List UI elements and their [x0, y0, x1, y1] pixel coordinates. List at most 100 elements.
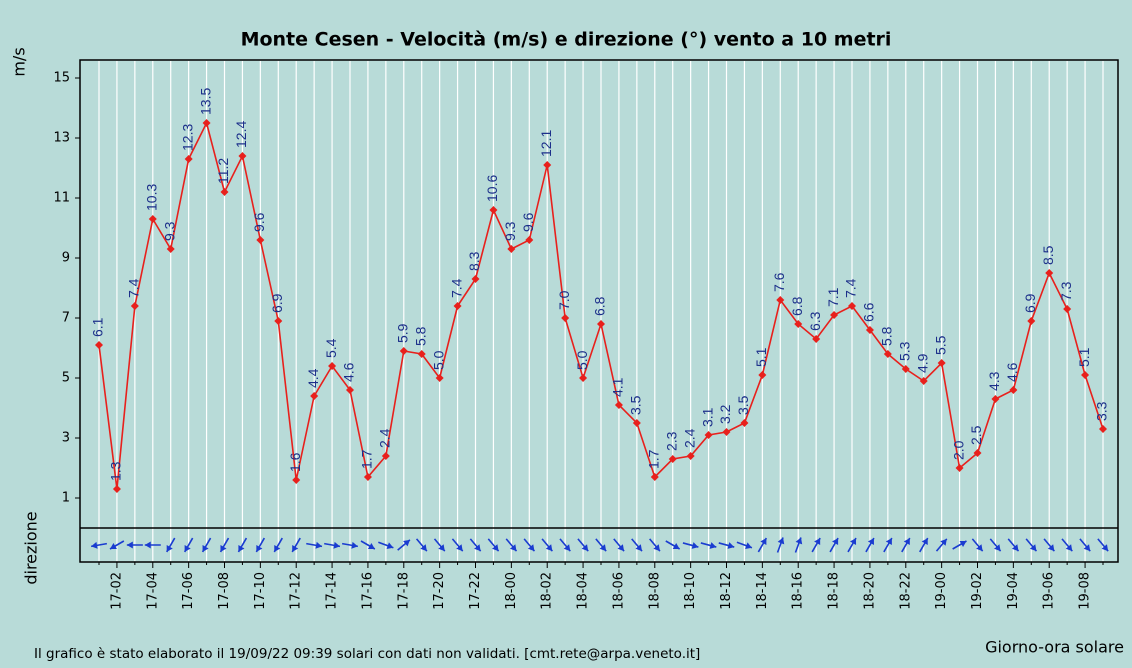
- value-label: 10.6: [484, 175, 500, 202]
- point: [274, 317, 283, 325]
- arrow-head: [745, 542, 752, 549]
- point: [686, 452, 695, 460]
- arrow-head: [1101, 544, 1109, 552]
- arrow-head: [691, 542, 699, 549]
- arrow-head: [959, 540, 967, 548]
- arrow-head: [220, 544, 227, 552]
- value-label: 5.0: [574, 350, 590, 370]
- arrow-head: [653, 544, 660, 552]
- point: [238, 152, 247, 160]
- x-tick-label: 18-04: [576, 572, 591, 610]
- value-label: 6.3: [807, 311, 823, 331]
- chart-title: Monte Cesen - Velocità (m/s) e direzione…: [241, 29, 892, 51]
- arrow-head: [1065, 544, 1073, 552]
- value-label: 5.1: [1076, 347, 1092, 367]
- x-tick-label: 19-04: [1006, 572, 1021, 610]
- point: [489, 206, 498, 214]
- arrow-head: [420, 544, 427, 552]
- arrow-head: [727, 542, 735, 549]
- x-tick-label: 17-08: [217, 572, 232, 610]
- arrow-head: [238, 544, 245, 552]
- x-tick-label: 17-10: [253, 572, 268, 610]
- arrow-head: [110, 542, 117, 550]
- point: [148, 215, 157, 223]
- value-label: 7.4: [126, 278, 142, 298]
- arrow-head: [581, 544, 589, 552]
- value-label: 8.3: [466, 251, 482, 271]
- arrow-head: [315, 541, 323, 549]
- point: [758, 371, 767, 379]
- point: [794, 320, 803, 328]
- arrow-head: [777, 537, 785, 545]
- arrow-head: [545, 544, 553, 552]
- point: [166, 245, 175, 253]
- footnote: Il grafico è stato elaborato il 19/09/22…: [34, 646, 700, 662]
- point: [1045, 269, 1054, 277]
- arrow-head: [1011, 544, 1019, 552]
- point: [722, 428, 731, 436]
- value-label: 4.9: [914, 353, 930, 373]
- point: [776, 296, 785, 304]
- arrow-head: [635, 544, 642, 552]
- arrow-head: [814, 538, 821, 546]
- x-tick-label: 18-10: [683, 572, 698, 610]
- arrow-head: [202, 544, 209, 552]
- point: [112, 485, 121, 493]
- arrow-head: [184, 544, 191, 552]
- value-label: 1.7: [359, 449, 375, 469]
- arrow-head: [563, 544, 571, 552]
- point: [919, 377, 928, 385]
- x-tick-label: 19-02: [970, 572, 985, 610]
- arrow-head: [795, 537, 803, 545]
- point: [184, 155, 193, 163]
- point: [435, 374, 444, 382]
- arrow-head: [709, 542, 717, 549]
- value-label: 6.1: [90, 317, 106, 337]
- value-label: 6.6: [861, 302, 877, 322]
- x-tick-label: 17-18: [396, 572, 411, 610]
- y-tick-label: 13: [53, 131, 70, 146]
- x-tick-label: 19-08: [1078, 572, 1093, 610]
- y-tick-label: 11: [53, 191, 70, 206]
- arrow-head: [456, 544, 463, 552]
- point: [328, 362, 337, 370]
- y-axis-label: m/s: [10, 47, 29, 76]
- x-tick-label: 18-14: [755, 572, 770, 610]
- arrow-head: [256, 544, 263, 552]
- value-label: 8.5: [1040, 245, 1056, 265]
- value-label: 13.5: [197, 88, 213, 115]
- point: [865, 326, 874, 334]
- value-label: 3.3: [1094, 401, 1110, 421]
- value-label: 12.1: [538, 130, 554, 157]
- point: [1009, 386, 1018, 394]
- arrow-head: [921, 538, 928, 546]
- value-label: 9.3: [161, 221, 177, 241]
- value-label: 2.5: [968, 425, 984, 445]
- value-label: 3.2: [717, 404, 733, 424]
- point: [310, 392, 319, 400]
- value-label: 5.5: [932, 335, 948, 355]
- arrow-head: [867, 538, 874, 546]
- arrow-head: [351, 541, 358, 549]
- point: [95, 341, 103, 349]
- point: [561, 314, 570, 322]
- point: [292, 476, 301, 484]
- value-label: 6.8: [592, 296, 608, 316]
- point: [202, 119, 211, 127]
- value-label: 1.3: [108, 461, 124, 481]
- value-label: 7.6: [771, 272, 787, 292]
- arrow-head: [144, 541, 151, 549]
- point: [650, 473, 659, 481]
- value-label: 4.6: [1004, 362, 1020, 382]
- point: [614, 401, 623, 409]
- x-tick-label: 17-16: [360, 572, 375, 610]
- arrow-head: [885, 538, 892, 546]
- x-tick-label: 17-02: [109, 572, 124, 610]
- point: [704, 431, 713, 439]
- value-label: 9.6: [520, 212, 536, 232]
- value-label: 6.9: [269, 293, 285, 313]
- x-tick-label: 18-18: [827, 572, 842, 610]
- arrow-head: [367, 542, 375, 550]
- value-label: 12.3: [179, 124, 195, 151]
